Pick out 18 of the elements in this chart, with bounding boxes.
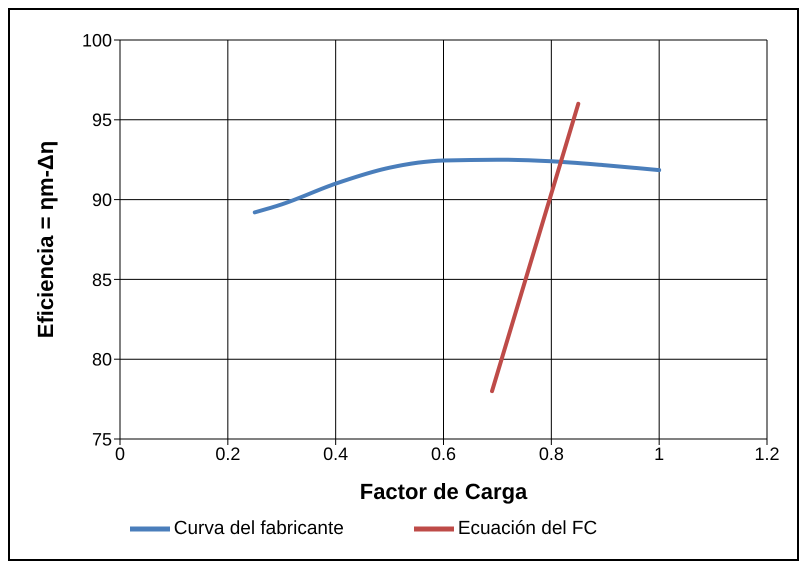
y-tick-label: 85 xyxy=(92,270,112,290)
x-tick-label: 0.6 xyxy=(430,444,456,464)
x-tick-label: 0.8 xyxy=(538,444,564,464)
x-tick-label: 0.2 xyxy=(215,444,240,464)
y-tick-label: 90 xyxy=(92,190,112,210)
x-tick-label: 1.2 xyxy=(754,444,780,464)
x-tick-label: 1 xyxy=(654,444,664,464)
x-tick-label: 0 xyxy=(114,444,126,464)
line-series xyxy=(252,158,662,214)
x-tick-label: 0.4 xyxy=(323,444,348,464)
y-tick-label: 100 xyxy=(82,30,112,50)
y-tick-label: 95 xyxy=(92,110,112,130)
y-tick-label: 80 xyxy=(92,350,112,370)
y-tick-label: 75 xyxy=(92,429,112,450)
legend-label: Curva del fabricante xyxy=(174,518,344,540)
y-axis-title: Eficiencia = ηm-Δη xyxy=(32,140,58,338)
legend-label: Ecuación del FC xyxy=(458,518,598,540)
x-axis-title: Factor de Carga xyxy=(360,479,528,504)
